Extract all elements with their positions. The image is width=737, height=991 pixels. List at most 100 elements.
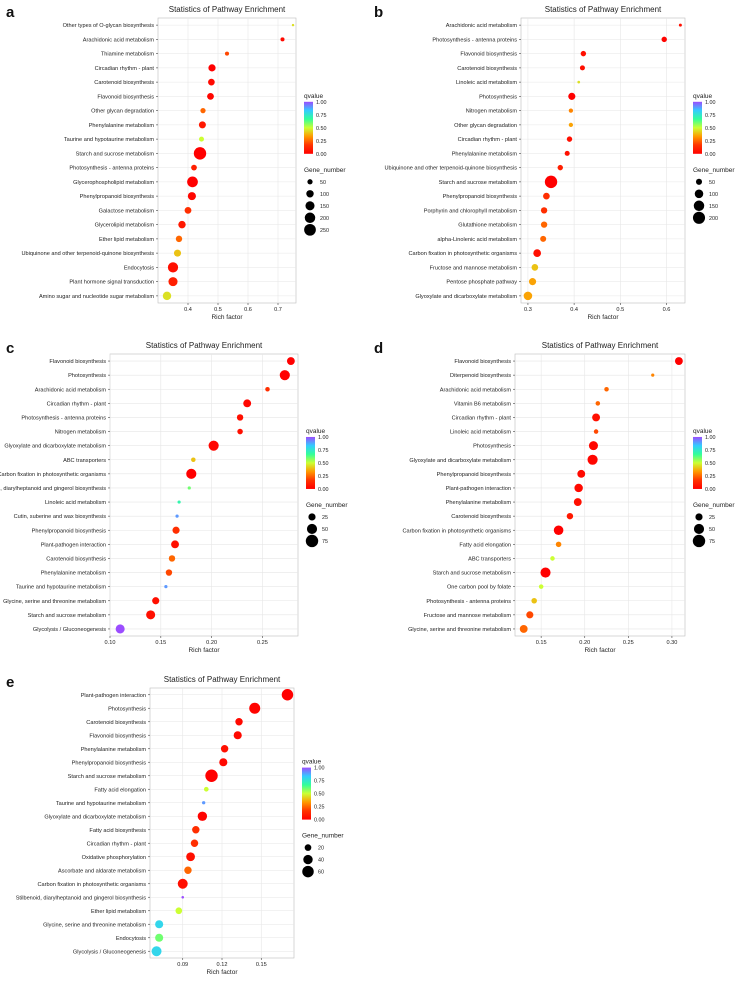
qvalue-legend-label: 0.75 bbox=[318, 448, 329, 454]
x-tick-label: 0.4 bbox=[570, 307, 578, 313]
y-tick-label: Phenylalanine metabolism bbox=[41, 571, 107, 577]
x-tick-label: 0.09 bbox=[177, 962, 188, 968]
y-tick-label: Circadian rhythm - plant bbox=[47, 401, 107, 407]
qvalue-legend-label: 0.00 bbox=[318, 487, 329, 493]
y-tick-label: Carotenoid biosynthesis bbox=[457, 66, 517, 72]
y-tick-label: Photosynthesis bbox=[108, 706, 146, 712]
data-point bbox=[187, 486, 191, 490]
gene-number-legend-label: 50 bbox=[709, 527, 715, 533]
gene-number-legend-dot bbox=[693, 200, 705, 212]
x-axis-label: Rich factor bbox=[211, 314, 243, 321]
x-tick-label: 0.20 bbox=[206, 640, 217, 646]
data-point bbox=[577, 80, 581, 84]
plot-area bbox=[109, 353, 299, 637]
y-tick-label: Pentose phosphate pathway bbox=[446, 280, 517, 286]
y-tick-label: alpha-Linolenic acid metabolism bbox=[437, 237, 517, 243]
gene-number-legend-dot bbox=[693, 523, 705, 535]
gene-number-legend-title: Gene_number bbox=[693, 167, 735, 174]
y-tick-label: Flavonoid biosynthesis bbox=[89, 733, 146, 739]
y-tick-label: Glycolysis / Gluconeogenesis bbox=[73, 949, 146, 955]
gene-number-legend-dot bbox=[303, 854, 313, 865]
gene-number-legend-title: Gene_number bbox=[306, 502, 348, 509]
data-point bbox=[175, 907, 183, 915]
y-tick-label: Phenylalanine metabolism bbox=[89, 123, 155, 129]
gene-number-legend-label: 40 bbox=[318, 858, 324, 864]
data-point bbox=[233, 731, 242, 740]
data-point bbox=[187, 176, 198, 188]
chart-title: Statistics of Pathway Enrichment bbox=[164, 675, 281, 684]
qvalue-legend-label: 0.50 bbox=[705, 461, 716, 467]
gene-number-legend-dot bbox=[305, 201, 315, 211]
qvalue-legend-title: qvalue bbox=[304, 93, 324, 100]
qvalue-legend-label: 1.00 bbox=[314, 766, 325, 772]
qvalue-legend-label: 0.50 bbox=[314, 792, 325, 798]
gene-number-legend-dot bbox=[692, 534, 706, 548]
y-tick-label: Carbon fixation in photosynthetic organi… bbox=[37, 882, 146, 888]
data-point bbox=[224, 51, 230, 56]
gene-number-legend-dot bbox=[306, 523, 318, 535]
y-tick-label: Carotenoid biosynthesis bbox=[86, 720, 146, 726]
y-tick-label: Photosynthesis - antenna proteins bbox=[426, 599, 511, 605]
data-point bbox=[177, 878, 188, 889]
gene-number-legend-label: 75 bbox=[709, 539, 715, 545]
y-tick-label: Fatty acid elongation bbox=[459, 542, 511, 548]
qvalue-legend-label: 1.00 bbox=[316, 100, 327, 106]
data-point bbox=[237, 428, 243, 435]
data-point bbox=[177, 500, 181, 504]
data-point bbox=[553, 525, 564, 536]
data-point bbox=[187, 192, 196, 201]
x-tick-label: 0.25 bbox=[623, 640, 634, 646]
gene-number-legend-dot bbox=[695, 513, 703, 521]
qvalue-legend-label: 1.00 bbox=[705, 435, 716, 441]
plot-area bbox=[157, 17, 297, 304]
y-tick-label: ABC transporters bbox=[468, 556, 511, 562]
data-point bbox=[568, 122, 574, 128]
y-tick-label: Fatty acid elongation bbox=[94, 787, 146, 793]
y-tick-label: Linoleic acid metabolism bbox=[456, 80, 517, 86]
y-tick-label: Photosynthesis bbox=[473, 444, 511, 450]
data-point bbox=[674, 357, 683, 365]
data-point bbox=[152, 597, 160, 605]
y-tick-label: Carbon fixation in photosynthetic organi… bbox=[402, 528, 511, 534]
qvalue-legend-label: 0.00 bbox=[316, 152, 327, 158]
data-point bbox=[207, 92, 214, 100]
x-tick-label: 0.7 bbox=[274, 307, 282, 313]
y-tick-label: Endocytosis bbox=[116, 936, 146, 942]
y-tick-label: Taurine and hypotaurine metabolism bbox=[64, 137, 155, 143]
data-point bbox=[661, 36, 667, 43]
x-tick-label: 0.6 bbox=[244, 307, 252, 313]
gene-number-legend-label: 25 bbox=[322, 515, 328, 521]
qvalue-legend-label: 0.25 bbox=[318, 474, 329, 480]
qvalue-legend-title: qvalue bbox=[693, 93, 713, 100]
y-tick-label: Circadian rhythm - plant bbox=[95, 66, 155, 72]
gene-number-legend-title: Gene_number bbox=[304, 167, 346, 174]
data-point bbox=[208, 64, 216, 72]
gene-number-legend-dot bbox=[304, 844, 312, 851]
data-point bbox=[236, 414, 244, 421]
x-axis-label: Rich factor bbox=[188, 647, 220, 654]
y-tick-label: Flavonoid biosynthesis bbox=[97, 94, 154, 100]
gene-number-legend-label: 150 bbox=[320, 204, 329, 210]
y-tick-label: Phenylpropanoid biosynthesis bbox=[443, 194, 518, 200]
data-point bbox=[555, 541, 562, 548]
y-tick-label: Flavonoid biosynthesis bbox=[49, 359, 106, 365]
y-tick-label: Cutin, suberine and wax biosynthesis bbox=[14, 514, 107, 520]
data-point bbox=[167, 262, 179, 273]
y-tick-label: Other glycan degradation bbox=[91, 109, 154, 115]
y-tick-label: Fatty acid biosynthesis bbox=[89, 828, 146, 834]
data-point bbox=[573, 498, 582, 506]
gene-number-legend-dot bbox=[304, 223, 316, 236]
chart-title: Statistics of Pathway Enrichment bbox=[146, 341, 263, 350]
data-point bbox=[519, 625, 528, 633]
x-axis-label: Rich factor bbox=[587, 314, 619, 321]
data-point bbox=[165, 569, 173, 576]
panel-e-chart: e Statistics of Pathway Enrichment 0.09 0.1… bbox=[6, 674, 344, 976]
y-tick-label: Taurine and hypotaurine metabolism bbox=[16, 585, 107, 591]
data-point bbox=[540, 567, 551, 578]
data-point bbox=[566, 512, 574, 520]
y-tick-label: One carbon pool by folate bbox=[447, 585, 511, 591]
chart-title: Statistics of Pathway Enrichment bbox=[545, 5, 662, 14]
data-point bbox=[184, 206, 192, 214]
y-tick-label: Starch and sucrose metabolism bbox=[68, 774, 147, 780]
